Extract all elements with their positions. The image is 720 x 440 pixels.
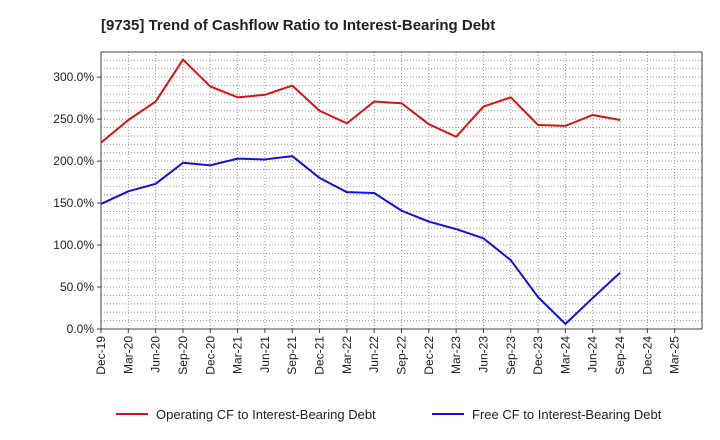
legend-label: Free CF to Interest-Bearing Debt [472,407,662,422]
y-tick-label: 0.0% [67,322,95,336]
x-tick-label: Sep-24 [613,336,627,375]
y-tick-label: 300.0% [53,70,94,84]
x-tick-label: Dec-22 [422,336,436,375]
legend-label: Operating CF to Interest-Bearing Debt [156,407,376,422]
x-tick-label: Jun-20 [149,336,163,373]
legend: Operating CF to Interest-Bearing Debt Fre… [116,407,662,422]
x-tick-label: Mar-20 [121,336,135,374]
x-tick-label: Dec-24 [640,336,654,375]
x-tick-label: Sep-20 [176,336,190,375]
x-tick-label: Mar-25 [668,336,682,374]
x-tick-label: Dec-19 [94,336,108,375]
x-tick-label: Mar-23 [449,336,463,374]
y-tick-label: 200.0% [53,154,94,168]
plot-frame [100,51,703,330]
grid-lines [101,52,702,329]
data-series [100,58,621,325]
x-tick-label: Jun-22 [367,336,381,373]
y-axis-ticks: 0.0% 50.0% 100.0% 150.0% 200.0% 250.0% 300.0% [53,70,101,336]
y-tick-label: 50.0% [60,280,94,294]
x-tick-label: Mar-22 [340,336,354,374]
y-tick-label: 250.0% [53,112,94,126]
legend-item: Free CF to Interest-Bearing Debt [432,407,662,422]
x-tick-label: Jun-21 [258,336,272,373]
x-tick-label: Sep-23 [504,336,518,375]
x-tick-label: Dec-21 [313,336,327,375]
y-tick-label: 150.0% [53,196,94,210]
x-tick-label: Jun-23 [476,336,490,373]
x-tick-label: Dec-20 [203,336,217,375]
x-axis-ticks: Dec-19 Mar-20 Jun-20 Sep-20 Dec-20 Mar-21 Jun-… [94,329,682,375]
x-tick-label: Sep-21 [285,336,299,375]
x-tick-label: Jun-24 [586,336,600,373]
chart-title: [9735] Trend of Cashflow Ratio to Intere… [101,17,495,34]
free-cf-line [100,155,621,325]
x-tick-label: Dec-23 [531,336,545,375]
x-tick-label: Mar-21 [231,336,245,374]
legend-item: Operating CF to Interest-Bearing Debt [116,407,376,422]
operating-cf-line [100,58,621,144]
x-tick-label: Mar-24 [558,336,572,374]
y-tick-label: 100.0% [53,238,94,252]
x-tick-label: Sep-22 [395,336,409,375]
